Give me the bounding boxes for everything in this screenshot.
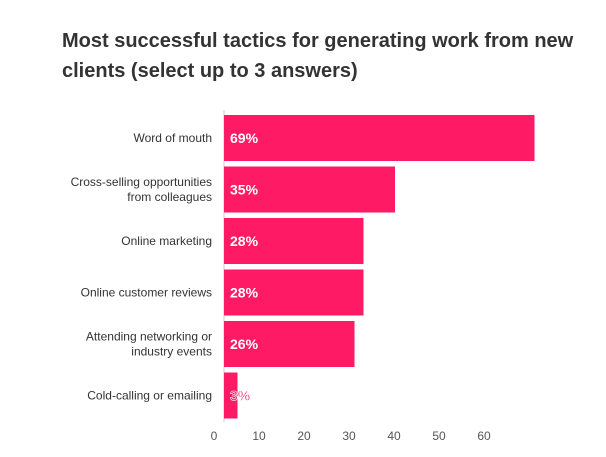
x-tick-label: 0 (211, 429, 218, 443)
x-tick-label: 50 (432, 429, 446, 443)
x-tick-label: 10 (252, 429, 266, 443)
category-label: Online customer reviews (81, 286, 212, 300)
data-label: 3% (230, 388, 251, 404)
bar (224, 321, 355, 367)
data-label: 26% (230, 336, 259, 352)
category-label: Cross-selling opportunities (71, 175, 212, 189)
category-label: from colleagues (127, 190, 212, 204)
category-label: Attending networking or (86, 330, 212, 344)
bar (224, 115, 535, 161)
bar (224, 218, 364, 264)
data-label: 69% (230, 130, 259, 146)
category-label: industry events (131, 345, 212, 359)
x-tick-label: 20 (297, 429, 311, 443)
data-label: 28% (230, 233, 259, 249)
bar (224, 269, 364, 316)
category-label: Cold-calling or emailing (87, 389, 212, 403)
bar (224, 372, 238, 419)
x-tick-label: 30 (342, 429, 356, 443)
x-tick-label: 40 (387, 429, 401, 443)
chart-title-line-1: Most successful tactics for generating w… (62, 30, 574, 52)
category-label: Word of mouth (134, 131, 212, 145)
category-label: Online marketing (121, 234, 212, 248)
data-label: 28% (230, 285, 259, 301)
data-label: 35% (230, 182, 259, 198)
x-tick-label: 60 (477, 429, 491, 443)
chart-title-line-2: clients (select up to 3 answers) (62, 60, 358, 82)
bar (224, 166, 395, 213)
